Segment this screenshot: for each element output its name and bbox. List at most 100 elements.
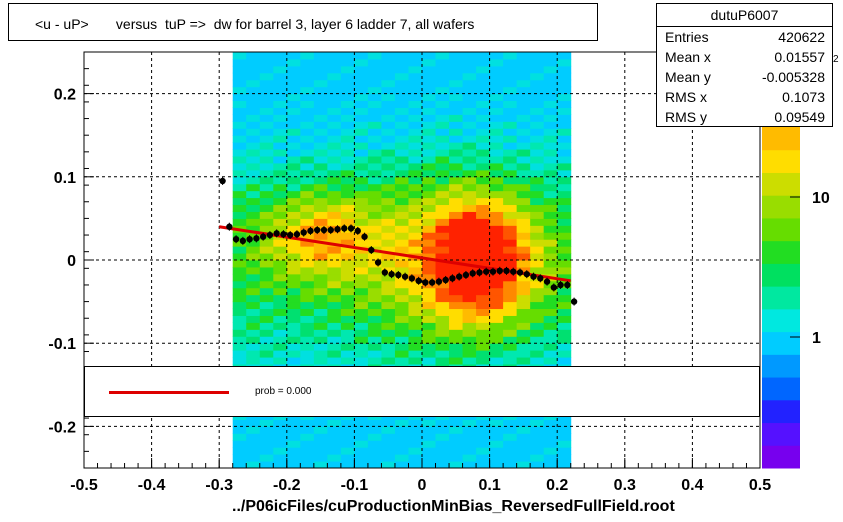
heatmap-cell [543, 343, 558, 351]
heatmap-cell [381, 433, 396, 441]
profile-point [239, 237, 247, 245]
heatmap-cell [435, 433, 450, 441]
heatmap-cell [489, 156, 504, 164]
heatmap-cell [246, 329, 261, 337]
heatmap-cell [259, 156, 274, 164]
heatmap-cell [435, 315, 450, 323]
heatmap-cell [462, 225, 477, 233]
heatmap-cell [259, 287, 274, 296]
heatmap-cell [408, 301, 423, 310]
heatmap-cell [489, 260, 504, 268]
heatmap-cell [462, 100, 477, 108]
heatmap-cell [354, 232, 369, 240]
heatmap-cell [408, 156, 423, 164]
heatmap-cell [286, 294, 301, 303]
heatmap-cell [246, 190, 261, 199]
heatmap-cell [422, 162, 437, 171]
heatmap-cell [449, 239, 464, 247]
heatmap-cell [449, 79, 464, 88]
heatmap-cell [503, 65, 518, 74]
heatmap-cell [516, 197, 531, 206]
heatmap-cell [367, 65, 382, 74]
heatmap-cell [489, 419, 504, 427]
heatmap-cell [449, 287, 464, 296]
heatmap-cell [557, 322, 572, 330]
colorbar-partial-label: 2 [833, 54, 839, 65]
heatmap-cell [408, 93, 423, 102]
heatmap-cell [503, 433, 518, 441]
heatmap-cell [286, 65, 301, 74]
heatmap-cell [408, 114, 423, 122]
heatmap-cell [462, 253, 477, 261]
heatmap-cell [530, 350, 545, 358]
heatmap-cell [489, 52, 504, 60]
heatmap-cell [476, 301, 491, 310]
heatmap-cell [327, 197, 342, 206]
heatmap-cell [340, 225, 355, 233]
stats-histogram-name: dutuP6007 [710, 7, 779, 23]
heatmap-cell [394, 357, 409, 365]
heatmap-cell [462, 169, 477, 178]
heatmap-cell [408, 350, 423, 358]
heatmap-cell [313, 128, 328, 136]
heatmap-cell [516, 287, 531, 296]
heatmap-cell [449, 454, 464, 462]
heatmap-cell [462, 246, 477, 254]
heatmap-cell [300, 301, 315, 310]
heatmap-cell [422, 343, 437, 351]
heatmap-cell [530, 72, 545, 81]
heatmap-cell [557, 287, 572, 296]
heatmap-cell [313, 93, 328, 102]
heatmap-cell [327, 169, 342, 178]
heatmap-cell [246, 239, 261, 247]
profile-point [449, 275, 456, 282]
heatmap-cell [354, 169, 369, 178]
heatmap-cell [422, 190, 437, 199]
heatmap-cell [300, 190, 315, 199]
heatmap-cell [286, 86, 301, 95]
heatmap-cell [327, 162, 342, 171]
heatmap-cell [557, 107, 572, 115]
heatmap-cell [246, 162, 261, 171]
heatmap-cell [246, 169, 261, 178]
heatmap-cell [422, 218, 437, 226]
heatmap-cell [313, 246, 328, 254]
heatmap-cell [232, 357, 247, 365]
heatmap-cell [259, 135, 274, 143]
heatmap-cell [543, 100, 558, 108]
heatmap-cell [394, 419, 409, 427]
heatmap-cell [489, 329, 504, 337]
heatmap-cell [462, 114, 477, 122]
heatmap-cell [367, 218, 382, 226]
heatmap-cell [530, 433, 545, 441]
heatmap-cell [408, 225, 423, 233]
heatmap-cell [557, 419, 572, 427]
heatmap-cell [340, 266, 355, 275]
heatmap-cell [273, 246, 288, 254]
heatmap-cell [286, 336, 301, 344]
heatmap-cell [246, 107, 261, 115]
heatmap-cell [462, 204, 477, 212]
heatmap-cell [530, 315, 545, 323]
heatmap-cell [435, 357, 450, 365]
heatmap-cell [408, 433, 423, 441]
heatmap-cell [449, 308, 464, 316]
heatmap-cell [503, 419, 518, 427]
heatmap-cell [232, 162, 247, 171]
heatmap-cell [313, 454, 328, 462]
heatmap-cell [232, 239, 247, 247]
heatmap-cell [530, 308, 545, 316]
heatmap-cell [394, 183, 409, 192]
heatmap-cell [543, 86, 558, 95]
heatmap-cell [530, 294, 545, 303]
heatmap-cell [232, 218, 247, 226]
heatmap-cell [313, 260, 328, 268]
heatmap-cell [530, 246, 545, 254]
heatmap-cell [530, 93, 545, 102]
heatmap-cell [273, 253, 288, 261]
heatmap-cell [232, 287, 247, 296]
heatmap-cell [462, 176, 477, 185]
heatmap-cell [503, 190, 518, 199]
heatmap-cell [422, 107, 437, 115]
heatmap-cell [489, 426, 504, 434]
